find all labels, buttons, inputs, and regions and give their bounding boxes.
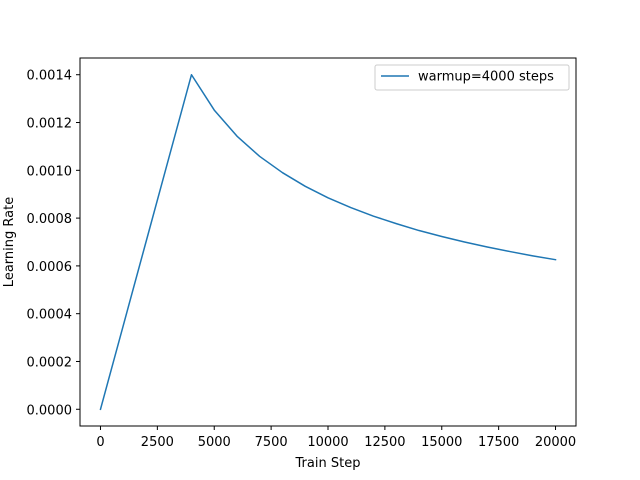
x-tick-label: 5000 <box>198 435 231 450</box>
y-tick-label: 0.0008 <box>27 212 73 227</box>
y-axis-ticks: 0.0000 0.0002 0.0004 0.0006 0.0008 0.0010 0.00… <box>27 69 80 418</box>
x-tick-label: 0 <box>96 435 104 450</box>
y-tick-label: 0.0006 <box>27 260 73 275</box>
y-tick-label: 0.0002 <box>27 355 73 370</box>
x-tick-label: 2500 <box>141 435 174 450</box>
x-axis-label: Train Step <box>295 456 361 471</box>
x-tick-label: 12500 <box>364 435 405 450</box>
y-tick-label: 0.0004 <box>27 308 73 323</box>
legend-box <box>374 64 570 91</box>
x-tick-label: 20000 <box>535 435 576 450</box>
x-axis-ticks: 0 2500 5000 7500 10000 12500 15000 17500 20000 <box>96 426 576 450</box>
series-line-0 <box>99 73 557 411</box>
y-tick-label: 0.0000 <box>27 403 73 418</box>
y-axis-label: Learning Rate <box>2 197 17 287</box>
x-tick-label: 15000 <box>421 435 462 450</box>
x-tick-label: 7500 <box>255 435 288 450</box>
x-tick-label: 17500 <box>478 435 519 450</box>
x-tick-label: 10000 <box>307 435 348 450</box>
y-tick-label: 0.0010 <box>27 164 73 179</box>
y-tick-label: 0.0012 <box>27 117 73 132</box>
plot-layer <box>99 73 557 411</box>
legend-label: warmup=4000 steps <box>418 70 554 85</box>
y-tick-label: 0.0014 <box>27 69 73 84</box>
legend: warmup=4000 steps <box>374 64 570 91</box>
